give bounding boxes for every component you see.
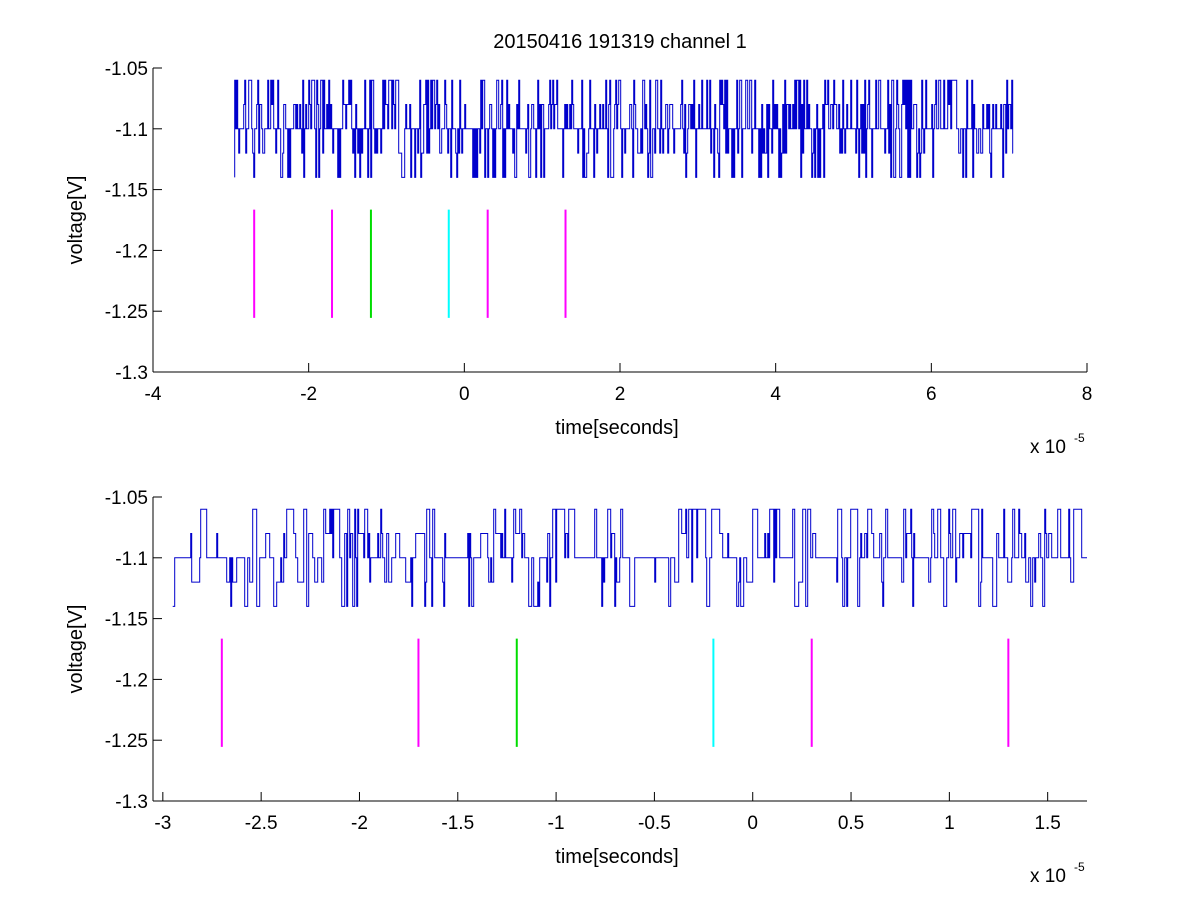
bottom-y-tick-label: -1.05 [105, 488, 148, 509]
top-signal-trace [234, 79, 1014, 178]
top-x-tick-label: 4 [770, 384, 781, 405]
bottom-y-tick-label: -1.1 [115, 549, 148, 570]
top-x-tick-label: -4 [145, 384, 162, 405]
figure-title: 20150416 191319 channel 1 [493, 31, 747, 53]
bottom-y-axis-title: voltage[V] [65, 605, 87, 694]
bottom-x-tick-label: 0.5 [838, 813, 864, 834]
bottom-plot-axes: -3 -2.5 -2 -1.5 -1 -0.5 0 0.5 1 1.5 -1.3 -1.25 -1.2 -… [65, 488, 1087, 887]
top-x-exponent-multiplier: x 10 [1030, 437, 1066, 458]
bottom-x-tick-label: 0 [747, 813, 758, 834]
top-y-tick-label: -1.05 [105, 59, 148, 80]
top-y-tick-label: -1.2 [115, 241, 148, 262]
bottom-y-tick-label: -1.3 [115, 792, 148, 813]
top-y-tick-label: -1.15 [105, 181, 148, 202]
top-y-tick-label: -1.3 [115, 363, 148, 384]
bottom-x-exponent-multiplier: x 10 [1030, 866, 1066, 887]
top-plot-axes: -4 -2 0 2 4 6 8 -1.3 -1.25 -1.2 -1.15 -1.1 -1.05 time… [65, 59, 1092, 458]
top-y-tick-label: -1.1 [115, 120, 148, 141]
top-y-tick-label: -1.25 [105, 302, 148, 323]
bottom-x-tick-label: 1 [944, 813, 955, 834]
top-x-tick-label: -2 [300, 384, 317, 405]
top-x-tick-label: 2 [615, 384, 626, 405]
bottom-signal-trace [172, 508, 1087, 607]
top-x-tick-label: 6 [926, 384, 937, 405]
bottom-x-tick-label: -3 [154, 813, 171, 834]
bottom-x-tick-label: -0.5 [638, 813, 671, 834]
bottom-x-tick-label: -2 [351, 813, 368, 834]
bottom-x-tick-label: -2.5 [245, 813, 278, 834]
top-x-exponent-power: -5 [1074, 431, 1085, 445]
top-x-axis-title: time[seconds] [555, 417, 678, 439]
top-y-axis-title: voltage[V] [65, 176, 87, 265]
bottom-x-tick-label: -1.5 [441, 813, 474, 834]
bottom-y-tick-label: -1.15 [105, 610, 148, 631]
bottom-y-tick-label: -1.2 [115, 670, 148, 691]
bottom-x-exponent-power: -5 [1074, 860, 1085, 874]
bottom-x-tick-label: -1 [548, 813, 565, 834]
bottom-x-axis-title: time[seconds] [555, 846, 678, 868]
bottom-y-tick-label: -1.25 [105, 731, 148, 752]
top-x-tick-label: 8 [1082, 384, 1093, 405]
top-x-tick-label: 0 [459, 384, 470, 405]
bottom-x-tick-label: 1.5 [1034, 813, 1060, 834]
